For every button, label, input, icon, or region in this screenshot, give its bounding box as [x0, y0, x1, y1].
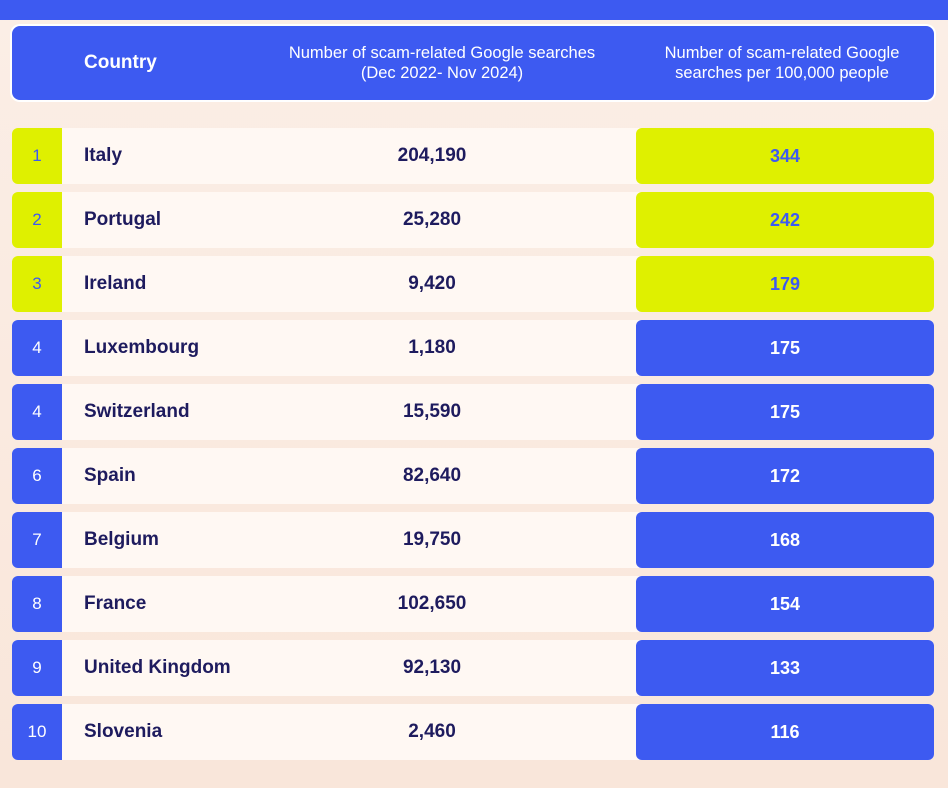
rank-cell: 7 [12, 512, 62, 568]
searches-cell: 25,280 [402, 209, 462, 230]
table-row: 6 Spain 82,640 172 [12, 448, 934, 504]
country-cell: Luxembourg [84, 337, 200, 358]
searches-cell: 19,750 [402, 529, 462, 550]
searches-cell: 1,180 [408, 337, 456, 358]
searches-cell: 9,420 [408, 273, 456, 294]
country-cell: France [84, 593, 147, 614]
per-100k-cell: 175 [636, 384, 934, 440]
per-100k-cell: 116 [636, 704, 934, 760]
header-country: Country [84, 52, 157, 73]
table-row: 9 United Kingdom 92,130 133 [12, 640, 934, 696]
table-row: 7 Belgium 19,750 168 [12, 512, 934, 568]
header-per-100k: Number of scam-related Google searches p… [664, 44, 900, 82]
per-100k-cell: 179 [636, 256, 934, 312]
header-searches: Number of scam-related Google searches (… [288, 44, 596, 82]
table-row: 4 Switzerland 15,590 175 [12, 384, 934, 440]
per-100k-cell: 175 [636, 320, 934, 376]
country-cell: Portugal [84, 209, 162, 230]
per-100k-cell: 154 [636, 576, 934, 632]
per-100k-cell: 242 [636, 192, 934, 248]
rank-cell: 2 [12, 192, 62, 248]
per-100k-cell: 172 [636, 448, 934, 504]
rank-cell: 10 [12, 704, 62, 760]
searches-cell: 15,590 [402, 401, 462, 422]
table-row: 8 France 102,650 154 [12, 576, 934, 632]
country-cell: United Kingdom [84, 657, 231, 678]
country-cell: Belgium [84, 529, 159, 550]
table-row: 1 Italy 204,190 344 [12, 128, 934, 184]
searches-cell: 82,640 [402, 465, 462, 486]
rank-cell: 4 [12, 384, 62, 440]
rank-cell: 4 [12, 320, 62, 376]
table-row: 3 Ireland 9,420 179 [12, 256, 934, 312]
rank-cell: 1 [12, 128, 62, 184]
table-row: 4 Luxembourg 1,180 175 [12, 320, 934, 376]
searches-cell: 2,460 [408, 721, 456, 742]
per-100k-cell: 168 [636, 512, 934, 568]
rank-cell: 3 [12, 256, 62, 312]
per-100k-cell: 344 [636, 128, 934, 184]
table-row: 2 Portugal 25,280 242 [12, 192, 934, 248]
searches-cell: 204,190 [397, 145, 467, 166]
table-row: 10 Slovenia 2,460 116 [12, 704, 934, 760]
country-cell: Switzerland [84, 401, 190, 422]
table-header: Country Number of scam-related Google se… [12, 26, 934, 100]
per-100k-cell: 133 [636, 640, 934, 696]
country-cell: Slovenia [84, 721, 163, 742]
country-cell: Italy [84, 145, 123, 166]
top-color-band [0, 0, 948, 20]
country-cell: Spain [84, 465, 136, 486]
searches-cell: 102,650 [397, 593, 467, 614]
rank-cell: 8 [12, 576, 62, 632]
rank-cell: 9 [12, 640, 62, 696]
country-cell: Ireland [84, 273, 147, 294]
searches-cell: 92,130 [402, 657, 462, 678]
rank-cell: 6 [12, 448, 62, 504]
